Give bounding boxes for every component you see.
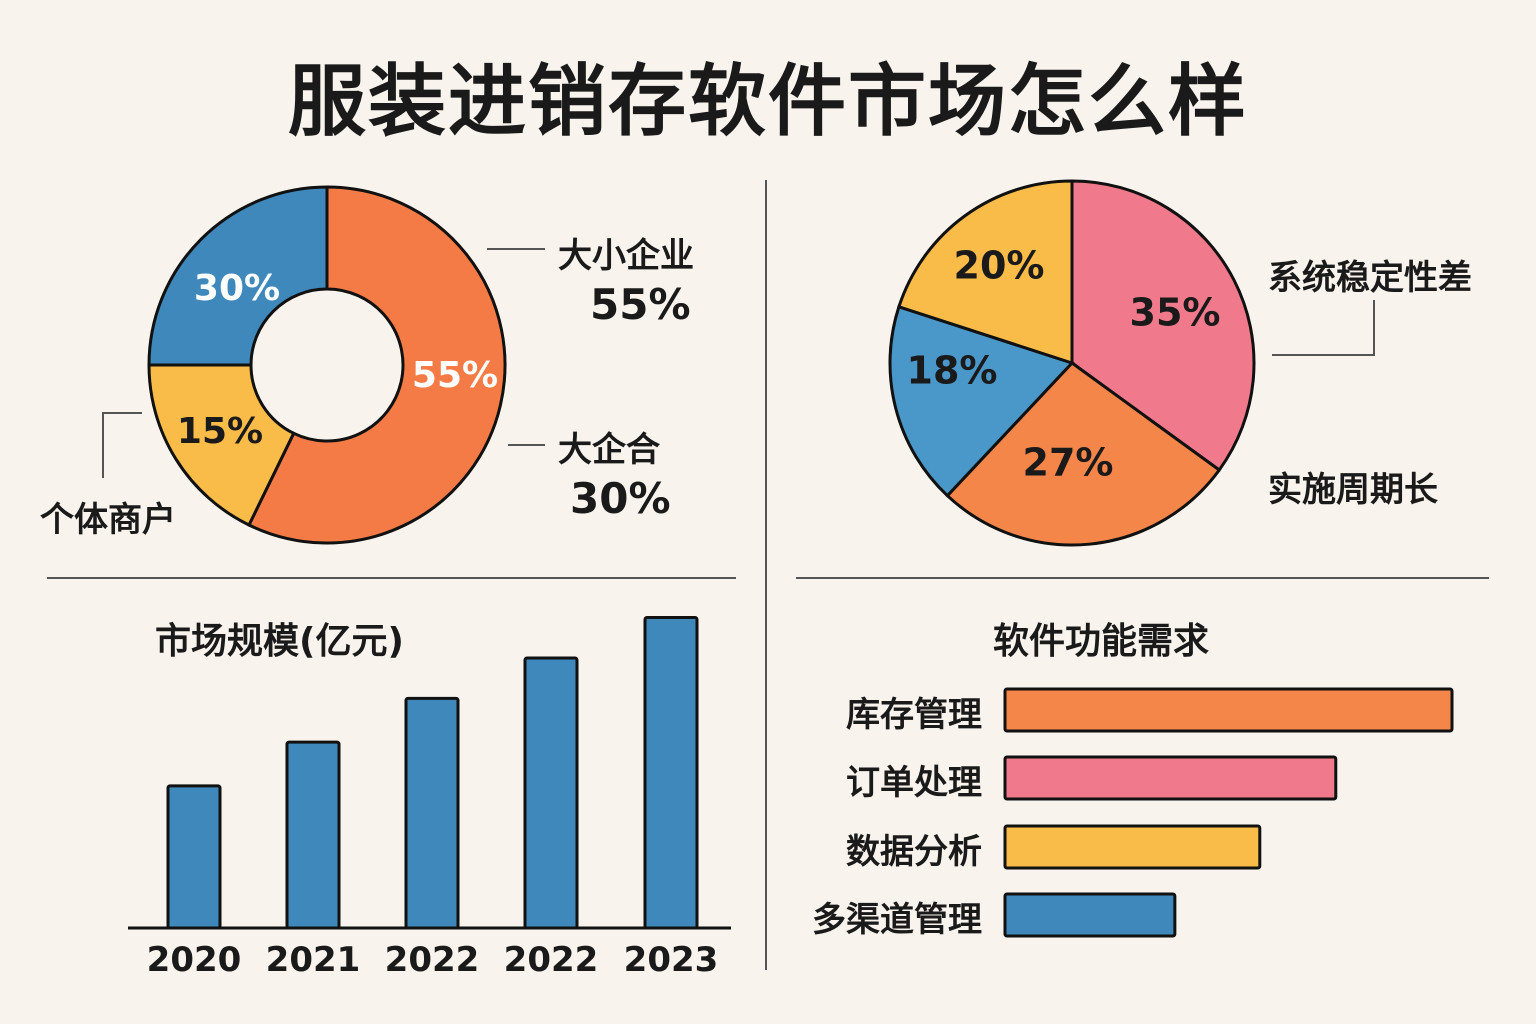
donut-slice-label: 30% bbox=[194, 268, 280, 309]
donut-slice bbox=[147, 363, 296, 527]
donut-callout-label-individual: 个体商户 bbox=[40, 500, 176, 540]
pie-slice-label: 18% bbox=[907, 349, 998, 393]
donut-leader-line bbox=[102, 412, 142, 478]
pie-leader-line bbox=[1272, 300, 1375, 356]
horizontal-divider-right bbox=[796, 577, 1489, 579]
market-size-title: 市场规模(亿元) bbox=[155, 621, 404, 662]
y-tick-label: 多渠道管理 bbox=[812, 900, 982, 940]
pie-slice bbox=[1070, 179, 1256, 473]
donut-callout-label-large-small: 大小企业 bbox=[558, 236, 694, 276]
pie-callout-stability: 系统稳定性差 bbox=[1268, 258, 1472, 298]
vertical-divider bbox=[765, 180, 767, 970]
pie-slice bbox=[945, 361, 1222, 547]
pie-slice-label: 20% bbox=[954, 244, 1045, 288]
x-tick-label: 2023 bbox=[623, 940, 719, 980]
pie-slice bbox=[897, 179, 1074, 366]
donut-slice-label: 55% bbox=[412, 355, 498, 396]
x-tick-label: 2020 bbox=[146, 940, 242, 980]
donut-slice-label: 15% bbox=[177, 411, 263, 452]
feature-bar bbox=[1003, 892, 1177, 938]
pie-slice-label: 27% bbox=[1023, 441, 1114, 485]
market-bar bbox=[643, 615, 699, 930]
donut-slice bbox=[147, 185, 329, 367]
feature-bar bbox=[1003, 687, 1454, 733]
y-tick-label: 订单处理 bbox=[846, 763, 982, 803]
pie-callout-implementation: 实施周期长 bbox=[1268, 470, 1438, 510]
horizontal-divider-left bbox=[47, 577, 736, 579]
market-bar bbox=[404, 696, 460, 930]
donut-callout-value-large-small: 55% bbox=[590, 280, 691, 329]
x-tick-label: 2022 bbox=[384, 940, 480, 980]
feature-bar bbox=[1003, 824, 1262, 870]
donut-slice bbox=[246, 185, 507, 545]
y-tick-label: 库存管理 bbox=[846, 695, 982, 735]
market-bar bbox=[285, 740, 341, 930]
feature-bar bbox=[1003, 755, 1338, 801]
pie-slice bbox=[888, 304, 1075, 498]
donut-callout-value-large-enterprise: 30% bbox=[570, 474, 671, 523]
x-tick-label: 2022 bbox=[503, 940, 599, 980]
market-bar bbox=[523, 656, 579, 930]
x-tick-label: 2021 bbox=[265, 940, 361, 980]
y-tick-label: 数据分析 bbox=[846, 832, 982, 872]
page-title: 服装进销存软件市场怎么样 bbox=[287, 57, 1248, 147]
market-bar bbox=[166, 784, 222, 930]
pie-slice-label: 35% bbox=[1130, 291, 1221, 335]
donut-callout-label-large-enterprise: 大企合 bbox=[558, 430, 660, 470]
feature-demand-title: 软件功能需求 bbox=[993, 621, 1210, 662]
